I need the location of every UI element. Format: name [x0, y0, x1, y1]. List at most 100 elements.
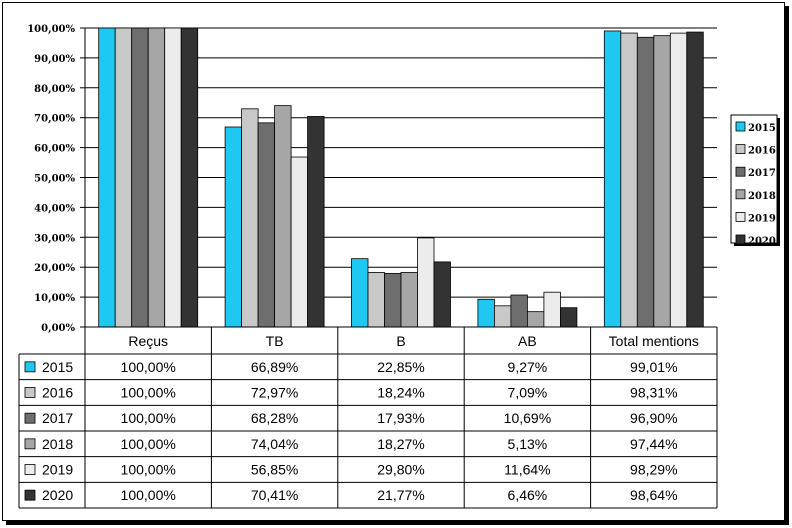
- bar: [603, 30, 622, 328]
- legend-swatch: [735, 166, 746, 177]
- data-label: 56,85%: [251, 462, 298, 478]
- bar: [147, 27, 166, 328]
- bar: [131, 27, 149, 328]
- bar: [351, 258, 369, 328]
- table-legend-swatch: [24, 464, 36, 475]
- y-tick-label: 80,00%: [34, 84, 75, 95]
- data-label: 9,27%: [508, 359, 548, 375]
- bar: [114, 27, 133, 328]
- table-series-label: 2016: [42, 385, 73, 401]
- bar: [180, 27, 199, 328]
- y-tick-label: 90,00%: [34, 54, 75, 65]
- x-tick-label: Reçus: [128, 333, 168, 349]
- data-label: 100,00%: [121, 385, 176, 401]
- x-tick-label: Total mentions: [609, 333, 699, 349]
- data-label: 18,24%: [377, 385, 424, 401]
- table-legend-swatch: [24, 489, 36, 501]
- x-tick-label: B: [396, 333, 405, 349]
- bar: [164, 27, 182, 328]
- data-label: 5,13%: [508, 436, 548, 452]
- chart-frame: 0,00% 10,00% 20,00% 30,00% 40,00% 50,00% 60,00…: [2, 2, 785, 521]
- data-label: 18,27%: [377, 436, 424, 452]
- y-tick-label: 30,00%: [34, 233, 75, 244]
- legend-label: 2018: [748, 191, 776, 202]
- data-label: 100,00%: [121, 462, 176, 478]
- data-label: 98,29%: [630, 462, 677, 478]
- table-legend-swatch: [24, 387, 36, 398]
- legend-swatch: [735, 234, 746, 245]
- data-label: 98,64%: [630, 487, 677, 503]
- y-tick-label: 10,00%: [34, 293, 75, 304]
- table-series-label: 2015: [42, 359, 73, 375]
- data-label: 66,89%: [251, 359, 298, 375]
- table-series-label: 2018: [42, 436, 73, 452]
- legend-swatch: [735, 211, 746, 222]
- legend-label: 2017: [748, 168, 776, 179]
- bar: [527, 311, 545, 328]
- x-tick-label: AB: [518, 333, 537, 349]
- bar: [620, 32, 638, 328]
- bar: [543, 291, 561, 328]
- chart-svg: 0,00% 10,00% 20,00% 30,00% 40,00% 50,00% 60,00…: [18, 24, 780, 509]
- data-label: 21,77%: [377, 487, 424, 503]
- data-label: 17,93%: [377, 410, 424, 426]
- data-label: 6,46%: [508, 487, 548, 503]
- data-label: 29,80%: [377, 462, 424, 478]
- data-label: 100,00%: [121, 487, 176, 503]
- legend-label: 2015: [748, 123, 776, 134]
- bar: [417, 237, 435, 328]
- table-series-label: 2020: [42, 487, 73, 503]
- legend-swatch: [735, 121, 746, 132]
- y-tick-label: 60,00%: [34, 144, 75, 155]
- data-label: 100,00%: [121, 436, 176, 452]
- legend-label: 2016: [748, 146, 776, 157]
- bar: [669, 32, 688, 328]
- table-legend-swatch: [24, 438, 36, 450]
- bar: [686, 31, 704, 328]
- bar: [307, 116, 325, 328]
- bar: [433, 261, 451, 328]
- table-series-label: 2019: [42, 462, 73, 478]
- data-label: 11,64%: [504, 462, 550, 478]
- y-tick-label: 20,00%: [34, 263, 75, 274]
- bar: [98, 27, 116, 328]
- data-label: 68,28%: [251, 410, 298, 426]
- y-tick-label: 50,00%: [34, 174, 75, 185]
- bar: [477, 298, 495, 328]
- bar: [493, 305, 512, 328]
- data-label: 97,44%: [630, 436, 677, 452]
- legend-swatch: [735, 144, 746, 155]
- data-label: 72,97%: [251, 385, 298, 401]
- data-label: 100,00%: [121, 359, 176, 375]
- table-series-label: 2017: [42, 410, 73, 426]
- legend-swatch: [735, 189, 746, 200]
- y-tick-label: 40,00%: [34, 203, 75, 214]
- data-label: 22,85%: [377, 359, 424, 375]
- y-tick-label: 100,00%: [27, 24, 75, 35]
- bar: [636, 36, 655, 328]
- bar: [274, 105, 292, 328]
- data-label: 70,41%: [251, 487, 298, 503]
- bar: [290, 156, 309, 328]
- data-label: 10,69%: [504, 410, 551, 426]
- data-label: 100,00%: [121, 410, 176, 426]
- y-tick-label: 70,00%: [34, 114, 75, 125]
- bar: [510, 294, 528, 328]
- y-tick-label: 0,00%: [41, 323, 75, 334]
- bar: [384, 272, 402, 328]
- data-label: 99,01%: [630, 359, 677, 375]
- bar: [653, 35, 671, 328]
- data-label: 7,09%: [508, 385, 548, 401]
- table-legend-swatch: [24, 361, 36, 373]
- legend-label: 2020: [748, 236, 776, 247]
- data-label: 96,90%: [630, 410, 677, 426]
- table-legend-swatch: [24, 412, 36, 424]
- legend-label: 2019: [748, 213, 776, 224]
- x-tick-label: TB: [266, 333, 284, 349]
- bar: [400, 271, 418, 328]
- data-label: 98,31%: [630, 385, 677, 401]
- data-label: 74,04%: [251, 436, 298, 452]
- bar: [241, 108, 259, 328]
- bar: [257, 122, 276, 328]
- bar: [224, 126, 243, 328]
